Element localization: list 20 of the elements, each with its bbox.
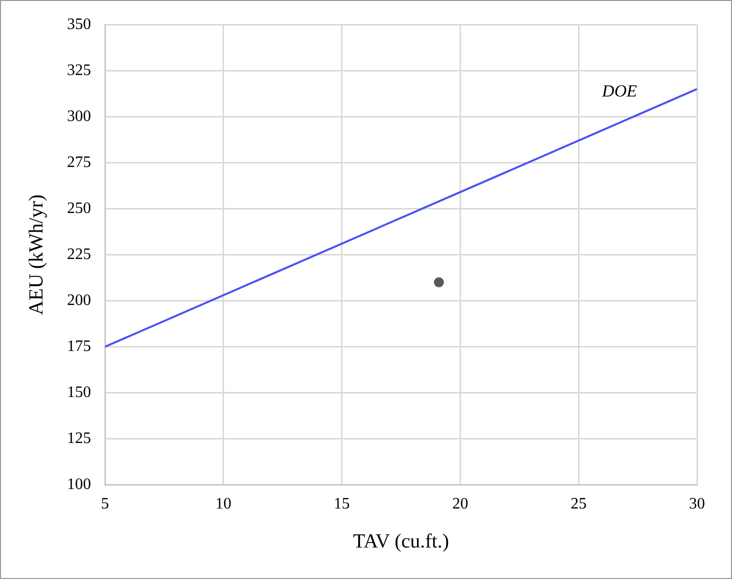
x-tick-label: 5 <box>101 496 109 513</box>
y-tick-label: 275 <box>67 154 91 171</box>
y-tick-label: 350 <box>67 16 91 33</box>
y-tick-label: 225 <box>67 246 91 263</box>
x-tick-label: 25 <box>570 496 587 513</box>
series-label: DOE <box>601 81 638 100</box>
y-tick-label: 175 <box>67 338 91 355</box>
x-tick-label: 20 <box>452 496 468 513</box>
x-tick-label: 10 <box>215 496 232 513</box>
y-tick-label: 100 <box>67 476 91 494</box>
x-tick-label: 15 <box>334 496 350 513</box>
y-axis-title: AEU (kWh/yr) <box>25 194 48 315</box>
x-axis-title: TAV (cu.ft.) <box>353 530 449 552</box>
y-tick-label: 325 <box>67 62 91 79</box>
x-tick-label: 30 <box>689 496 705 513</box>
y-tick-label: 250 <box>67 200 91 217</box>
y-tick-label: 200 <box>67 292 91 309</box>
y-tick-label: 300 <box>67 108 91 125</box>
y-tick-label: 150 <box>67 384 91 401</box>
y-tick-label: 125 <box>67 430 91 447</box>
